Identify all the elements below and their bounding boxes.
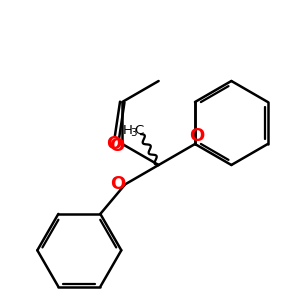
Text: O: O: [109, 137, 124, 155]
Text: H: H: [123, 124, 133, 137]
Text: O: O: [110, 175, 125, 193]
Text: O: O: [106, 135, 122, 153]
Text: O: O: [189, 127, 204, 145]
Text: 3: 3: [130, 128, 137, 139]
Text: C: C: [134, 124, 143, 137]
